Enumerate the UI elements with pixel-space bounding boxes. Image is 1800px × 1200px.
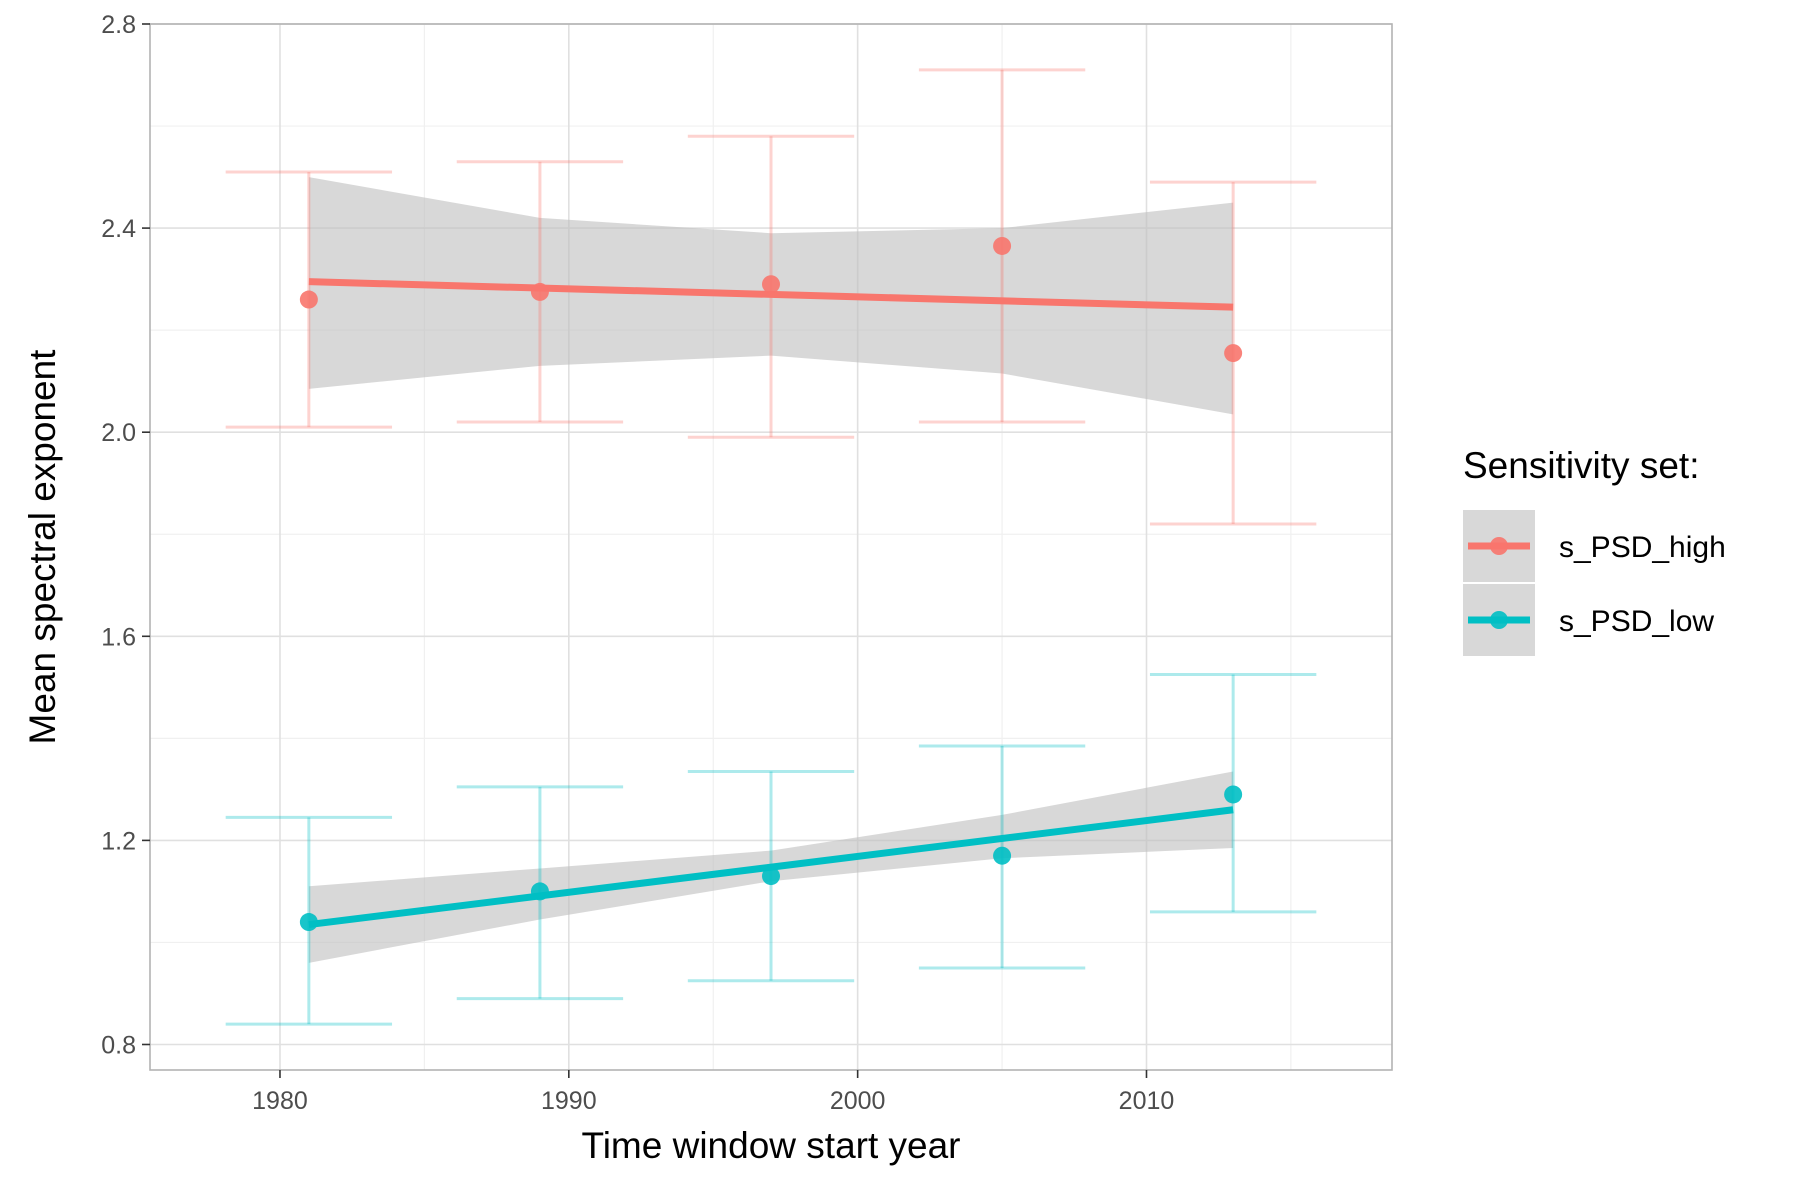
x-axis-ticks: 1980 1990 2000 2010 <box>252 1070 1174 1115</box>
y-tick-label: 2.8 <box>101 11 136 39</box>
x-tick-label: 1980 <box>252 1087 308 1115</box>
data-point-s-psd-high <box>299 290 318 309</box>
x-axis-label: Time window start year <box>581 1125 960 1166</box>
y-tick-label: 1.6 <box>101 623 136 651</box>
x-tick-label: 1990 <box>541 1087 597 1115</box>
y-tick-label: 2.4 <box>101 215 136 243</box>
legend-key-point-s-psd-low <box>1490 611 1508 629</box>
legend-label-s-psd-low: s_PSD_low <box>1559 605 1714 638</box>
fit-line-s-psd-high <box>308 278 1234 311</box>
y-axis-label: Mean spectral exponent <box>22 349 63 745</box>
data-point-s-psd-low <box>762 867 780 886</box>
data-point-s-psd-high <box>1224 344 1243 363</box>
y-tick-label: 2.0 <box>101 419 136 447</box>
data-point-s-psd-low <box>993 846 1012 865</box>
data-point-s-psd-high <box>993 236 1012 255</box>
y-axis-ticks: 0.8 1.2 1.6 2.0 2.4 2.8 <box>101 11 150 1059</box>
legend: Sensitivity set: s_PSD_high s_PSD_low <box>1463 445 1726 656</box>
legend-key-point-s-psd-high <box>1490 537 1508 555</box>
y-tick-label: 0.8 <box>101 1031 136 1059</box>
legend-title: Sensitivity set: <box>1463 445 1699 486</box>
x-tick-label: 2010 <box>1119 1087 1175 1115</box>
x-tick-label: 2000 <box>830 1087 886 1115</box>
error-bars <box>225 68 1317 1026</box>
data-point-s-psd-low <box>530 882 549 901</box>
data-point-s-psd-high <box>530 282 549 301</box>
data-point-s-psd-high <box>762 275 780 294</box>
data-point-s-psd-low <box>1224 785 1243 804</box>
data-points <box>299 236 1243 932</box>
legend-label-s-psd-high: s_PSD_high <box>1559 531 1726 564</box>
y-tick-label: 1.2 <box>101 827 136 855</box>
panel-border <box>149 23 1393 1071</box>
data-point-s-psd-low <box>299 913 318 932</box>
